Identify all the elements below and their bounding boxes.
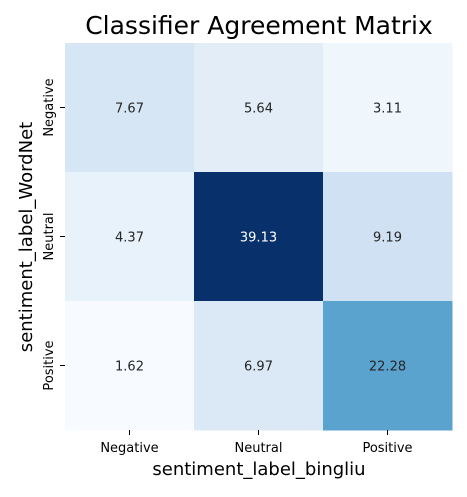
heatmap-cell-2-0	[65, 301, 195, 431]
x-tick-label-0: Negative	[100, 441, 158, 456]
chart-title: Classifier Agreement Matrix	[85, 11, 433, 40]
heatmap-cell-2-2	[323, 301, 453, 431]
cell-annotation-1-2: 9.19	[373, 231, 402, 246]
x-tick-label-1: Neutral	[235, 441, 283, 456]
cell-annotation-2-2: 22.28	[369, 360, 406, 375]
cell-annotation-0-2: 3.11	[373, 102, 402, 117]
cell-annotation-0-1: 5.64	[244, 102, 273, 117]
cell-annotation-1-1: 39.13	[240, 231, 277, 246]
cell-annotations: 7.67 5.64 3.11 4.37 39.13 9.19 1.62 6.97 22.28	[115, 102, 406, 375]
heatmap-cell-0-1	[194, 43, 324, 173]
cell-annotation-2-1: 6.97	[244, 360, 273, 375]
cell-annotation-0-0: 7.67	[115, 102, 144, 117]
heatmap-cell-0-2	[323, 43, 453, 173]
y-tick-group: Negative Neutral Positive	[42, 78, 65, 391]
x-tick-group: Negative Neutral Positive	[100, 430, 413, 456]
x-axis-label: sentiment_label_bingliu	[152, 459, 365, 480]
y-tick-label-0: Negative	[42, 78, 57, 136]
heatmap-cell-0-0	[65, 43, 195, 173]
y-tick-label-2: Positive	[42, 340, 57, 390]
heatmap-cells	[65, 43, 453, 431]
cell-annotation-1-0: 4.37	[115, 231, 144, 246]
x-tick-label-2: Positive	[362, 441, 412, 456]
heatmap-cell-1-0	[65, 172, 195, 302]
heatmap-cell-1-1	[194, 172, 324, 302]
cell-annotation-2-0: 1.62	[115, 360, 144, 375]
heatmap-cell-1-2	[323, 172, 453, 302]
heatmap-cell-2-1	[194, 301, 324, 431]
y-axis-label: sentiment_label_WordNet	[16, 122, 37, 352]
y-tick-label-1: Neutral	[42, 213, 57, 261]
